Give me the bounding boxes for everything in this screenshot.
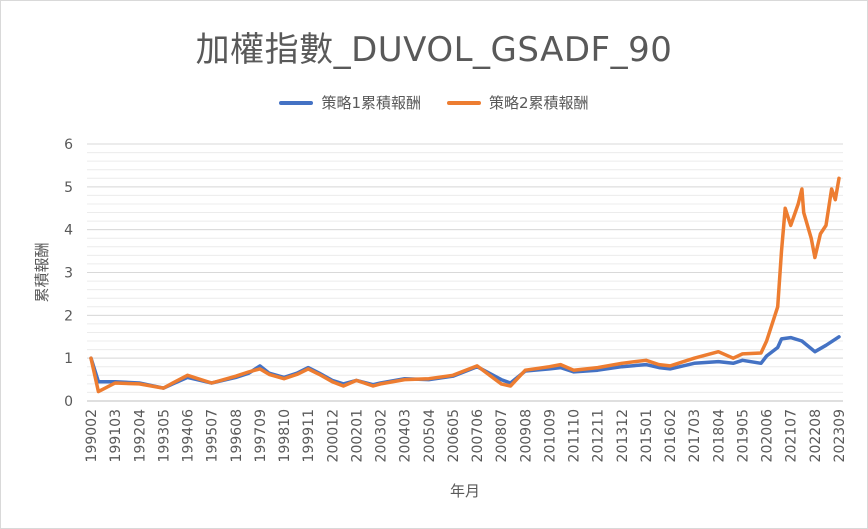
- x-tick-label: 200201: [349, 409, 365, 462]
- x-tick-label: 200302: [374, 409, 390, 462]
- y-tick-label: 6: [64, 137, 73, 153]
- x-tick-label: 199709: [253, 409, 269, 462]
- x-tick-label: 201905: [735, 409, 751, 462]
- y-tick-label: 2: [64, 308, 73, 324]
- x-tick-label: 200403: [398, 409, 414, 462]
- chart-title: 加權指數_DUVOL_GSADF_90: [195, 30, 673, 70]
- legend-swatch-series-1: [279, 100, 314, 105]
- x-tick-label: 202208: [808, 409, 824, 462]
- y-tick-label: 4: [64, 223, 73, 239]
- x-tick-label: 199204: [132, 409, 148, 463]
- x-tick-label: 199002: [84, 409, 100, 462]
- x-tick-label: 201110: [567, 409, 583, 462]
- x-tick-label: 202107: [784, 409, 800, 462]
- x-tick-label: 201804: [711, 409, 727, 463]
- x-tick-label: 201703: [687, 409, 703, 462]
- x-tick-label: 200706: [470, 409, 486, 463]
- x-tick-label: 201009: [542, 409, 558, 462]
- series-line-2: [89, 176, 841, 394]
- x-tick-label: 201501: [639, 409, 655, 462]
- x-tick-label: 202309: [832, 409, 848, 462]
- legend-item-series-1[interactable]: 策略1累積報酬: [279, 92, 421, 113]
- x-tick-label: 200908: [518, 409, 534, 462]
- x-axis-title: 年月: [450, 482, 480, 500]
- x-tick-label: 201211: [591, 409, 607, 462]
- y-tick-label: 0: [64, 394, 73, 410]
- x-tick-label: 199507: [205, 409, 221, 462]
- x-tick-label: 202006: [760, 409, 776, 463]
- x-tick-label: 200504: [422, 409, 438, 463]
- y-tick-label: 1: [64, 351, 73, 367]
- x-tick-label: 200012: [325, 409, 341, 462]
- x-tick-label: 201312: [615, 409, 631, 462]
- x-tick-label: 201602: [663, 409, 679, 462]
- x-tick-label: 200807: [494, 409, 510, 462]
- x-tick-label: 199911: [301, 409, 317, 462]
- chart-legend: 策略1累積報酬 策略2累積報酬: [0, 92, 868, 113]
- x-tick-label: 199305: [156, 409, 172, 462]
- y-axis-title: 累積報酬: [33, 242, 51, 302]
- legend-label-series-1: 策略1累積報酬: [321, 94, 421, 112]
- x-tick-label: 199103: [108, 409, 124, 462]
- x-tick-label: 200605: [446, 409, 462, 462]
- x-tick-label: 199810: [277, 409, 293, 462]
- x-tick-label: 199608: [229, 409, 245, 462]
- y-tick-label: 3: [64, 266, 73, 282]
- legend-label-series-2: 策略2累積報酬: [489, 94, 589, 112]
- legend-item-series-2[interactable]: 策略2累積報酬: [447, 92, 589, 113]
- legend-swatch-series-2: [447, 100, 481, 105]
- y-tick-label: 5: [64, 180, 73, 196]
- x-tick-label: 199406: [181, 409, 197, 463]
